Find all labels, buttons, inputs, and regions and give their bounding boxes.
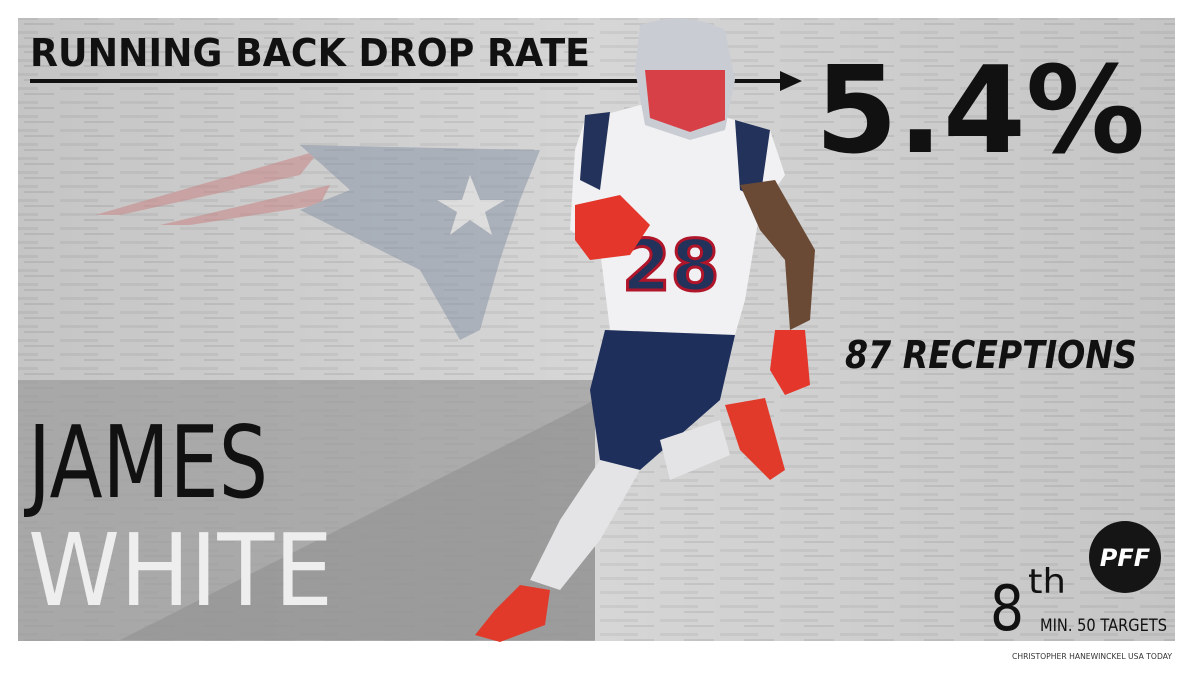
team-logo xyxy=(95,145,540,340)
first-name: JAMES xyxy=(23,404,268,521)
player-image: 28 xyxy=(475,18,815,642)
headline-title: RUNNING BACK DROP RATE xyxy=(30,31,590,75)
photo-credit: CHRISTOPHER HANEWINCKEL USA TODAY xyxy=(1012,652,1172,661)
rank-number: 8 xyxy=(990,572,1024,645)
band-stripe xyxy=(120,400,595,640)
logo-text: PFF xyxy=(1100,544,1151,572)
headline-arrow xyxy=(780,71,802,91)
pff-logo: PFF xyxy=(1089,521,1161,593)
rank-note: MIN. 50 TARGETS xyxy=(1040,616,1167,636)
receptions: 87 RECEPTIONS xyxy=(845,333,1137,377)
headline-stat: 5.4% xyxy=(815,42,1145,181)
last-name: WHITE xyxy=(28,512,333,629)
rank-suffix: th xyxy=(1028,562,1066,602)
